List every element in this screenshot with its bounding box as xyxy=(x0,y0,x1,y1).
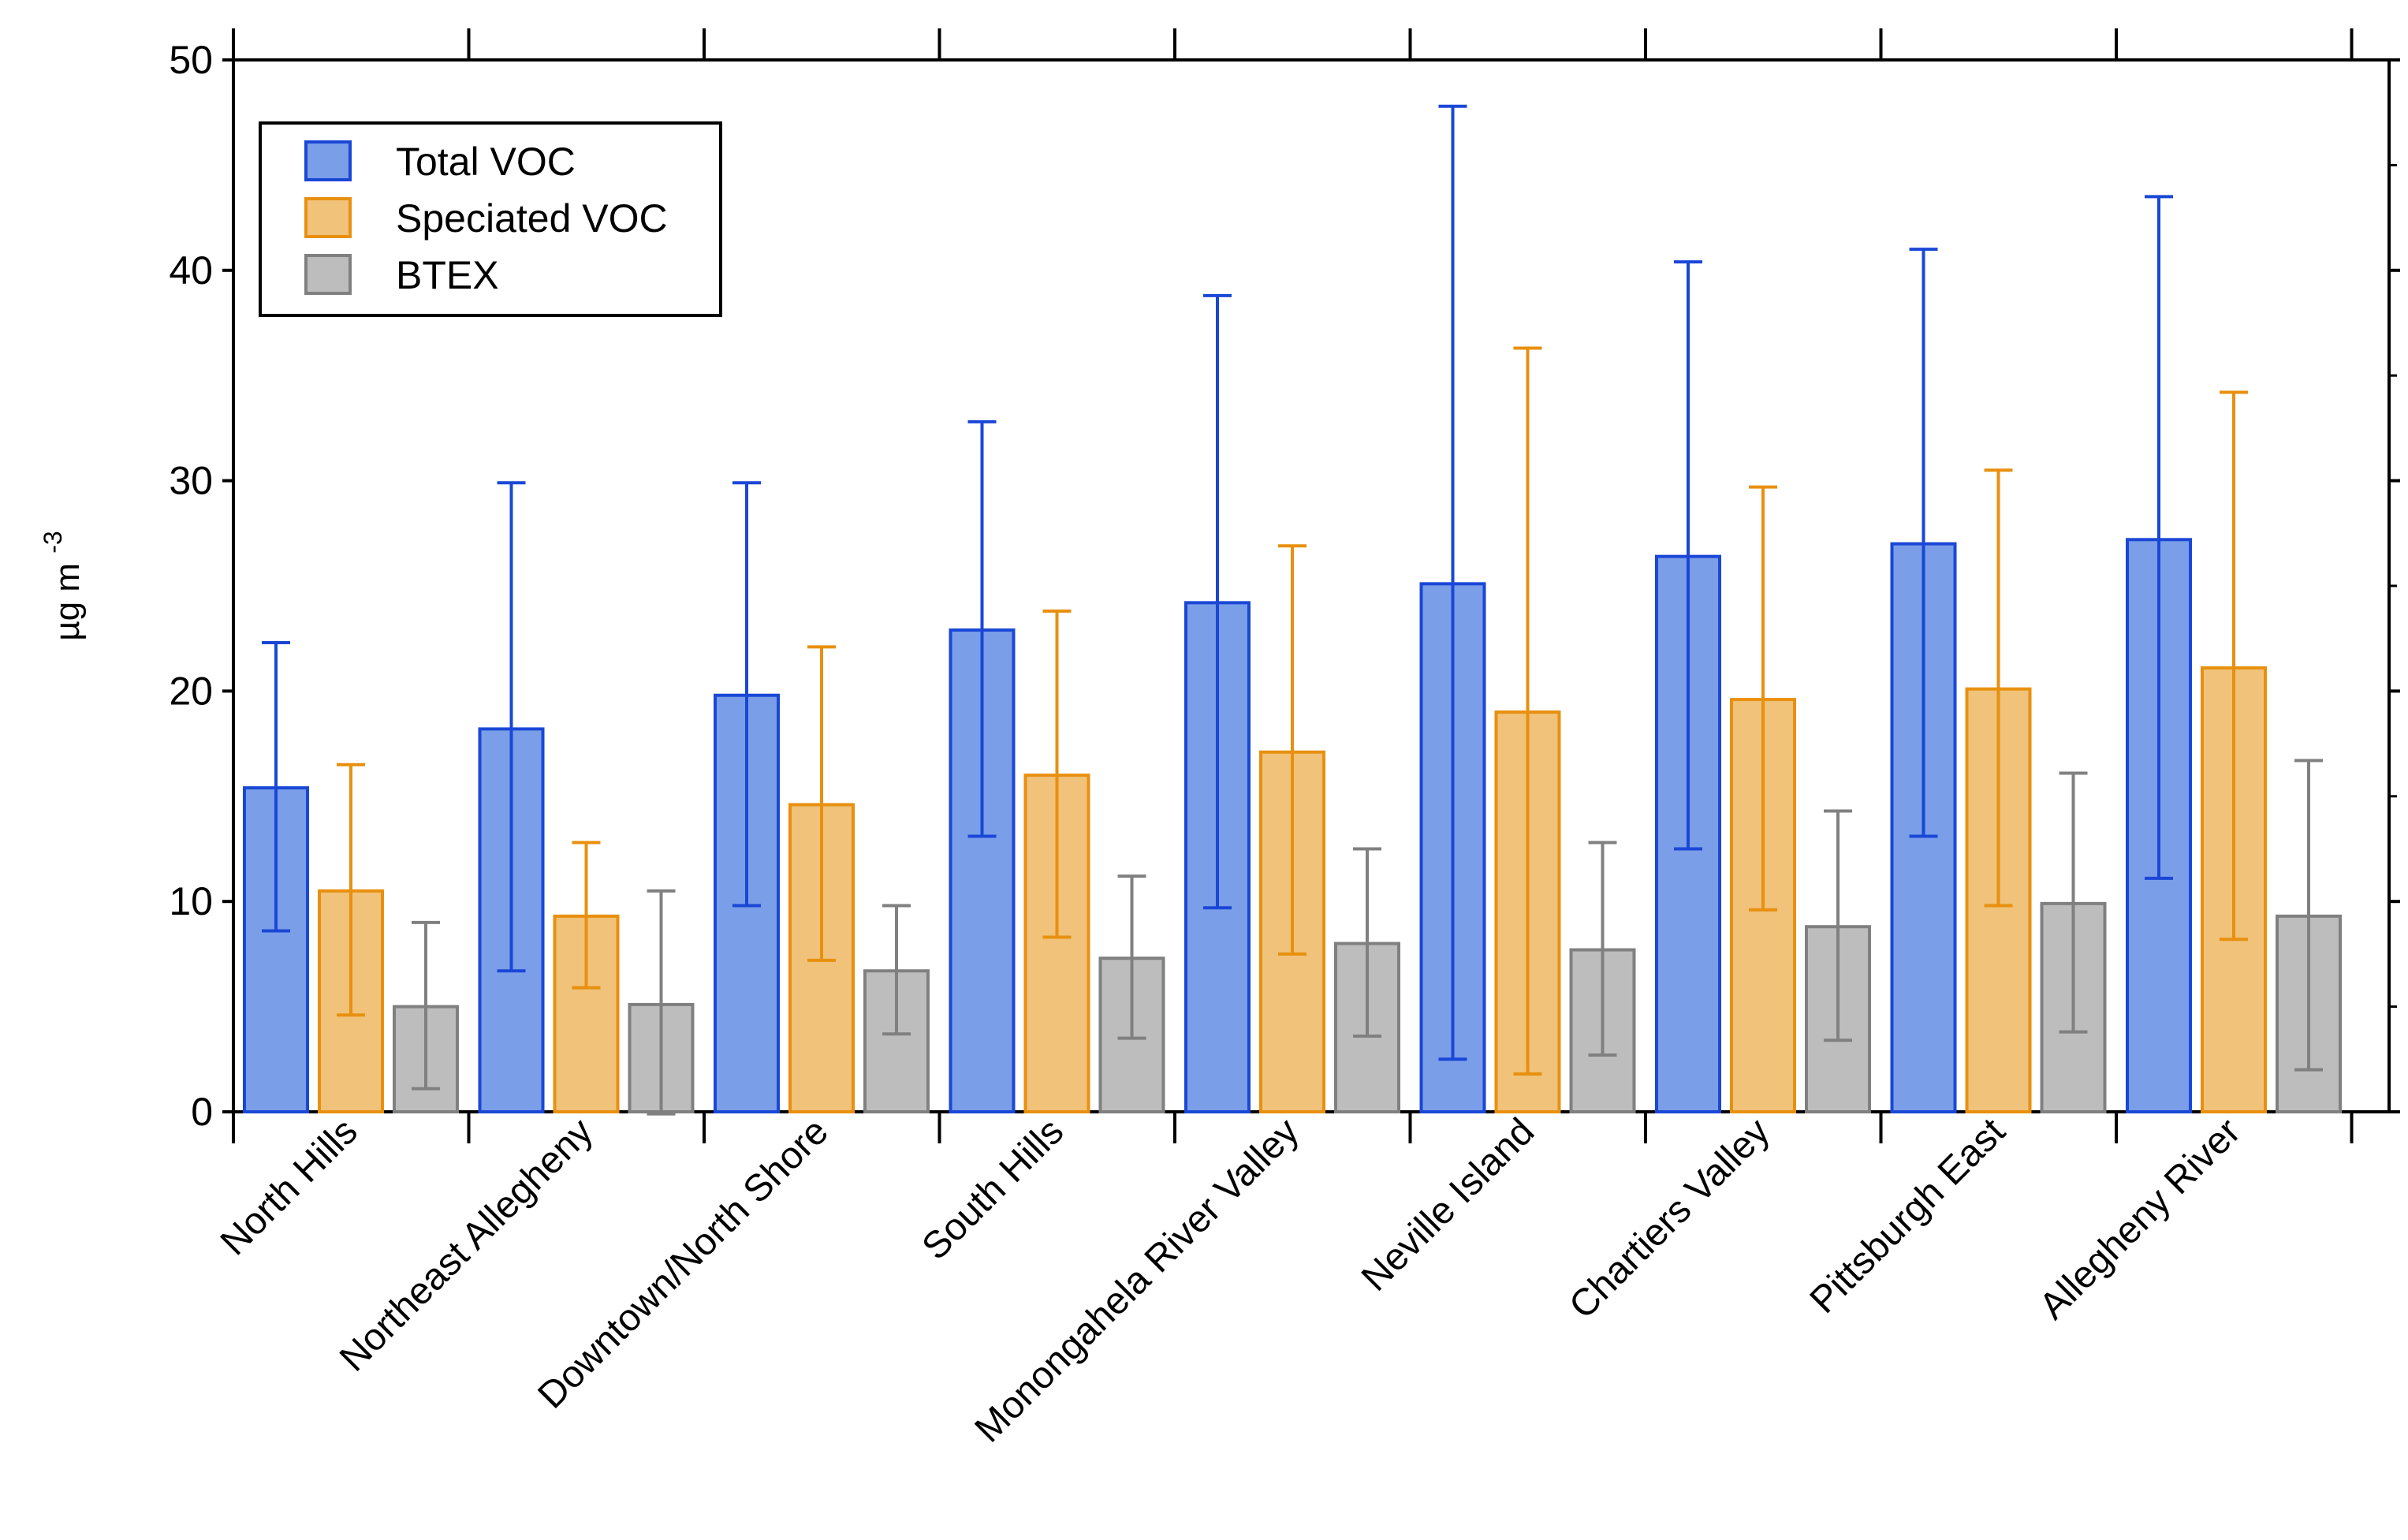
legend: Total VOC Speciated VOC BTEX xyxy=(259,121,722,317)
y-tick-label: 10 xyxy=(169,879,213,923)
bars-layer xyxy=(243,104,2342,1116)
legend-label: BTEX xyxy=(396,253,499,297)
legend-swatch xyxy=(304,197,352,238)
y-tick-label: 30 xyxy=(169,459,213,503)
y-axis-title-exponent: -3 xyxy=(39,531,67,553)
bar xyxy=(1023,774,1090,1113)
category-label: Pittsburgh East xyxy=(1802,1110,2014,1322)
category-label: North Hills xyxy=(213,1110,366,1263)
y-tick-label: 20 xyxy=(169,669,213,713)
bar xyxy=(553,914,620,1113)
category-label: Allegheny River xyxy=(2032,1110,2249,1327)
legend-label: Speciated VOC xyxy=(396,196,668,241)
y-axis-title-unit: µg m xyxy=(48,563,87,641)
axis-layer: 0 10 20 30 40 50 xyxy=(169,28,2400,1143)
y-axis-title: µg m -3 xyxy=(39,531,87,640)
legend-label: Total VOC xyxy=(396,140,576,184)
category-label: Northeast Allegheny xyxy=(332,1110,601,1379)
y-tick-label: 40 xyxy=(169,248,213,293)
category-label: Neville Island xyxy=(1354,1110,1542,1299)
y-tick-label: 50 xyxy=(169,38,213,82)
y-tick-label: 0 xyxy=(191,1090,213,1134)
legend-swatch xyxy=(304,254,352,295)
category-label: Chartiers Valley xyxy=(1561,1110,1778,1327)
legend-swatch xyxy=(304,140,352,181)
